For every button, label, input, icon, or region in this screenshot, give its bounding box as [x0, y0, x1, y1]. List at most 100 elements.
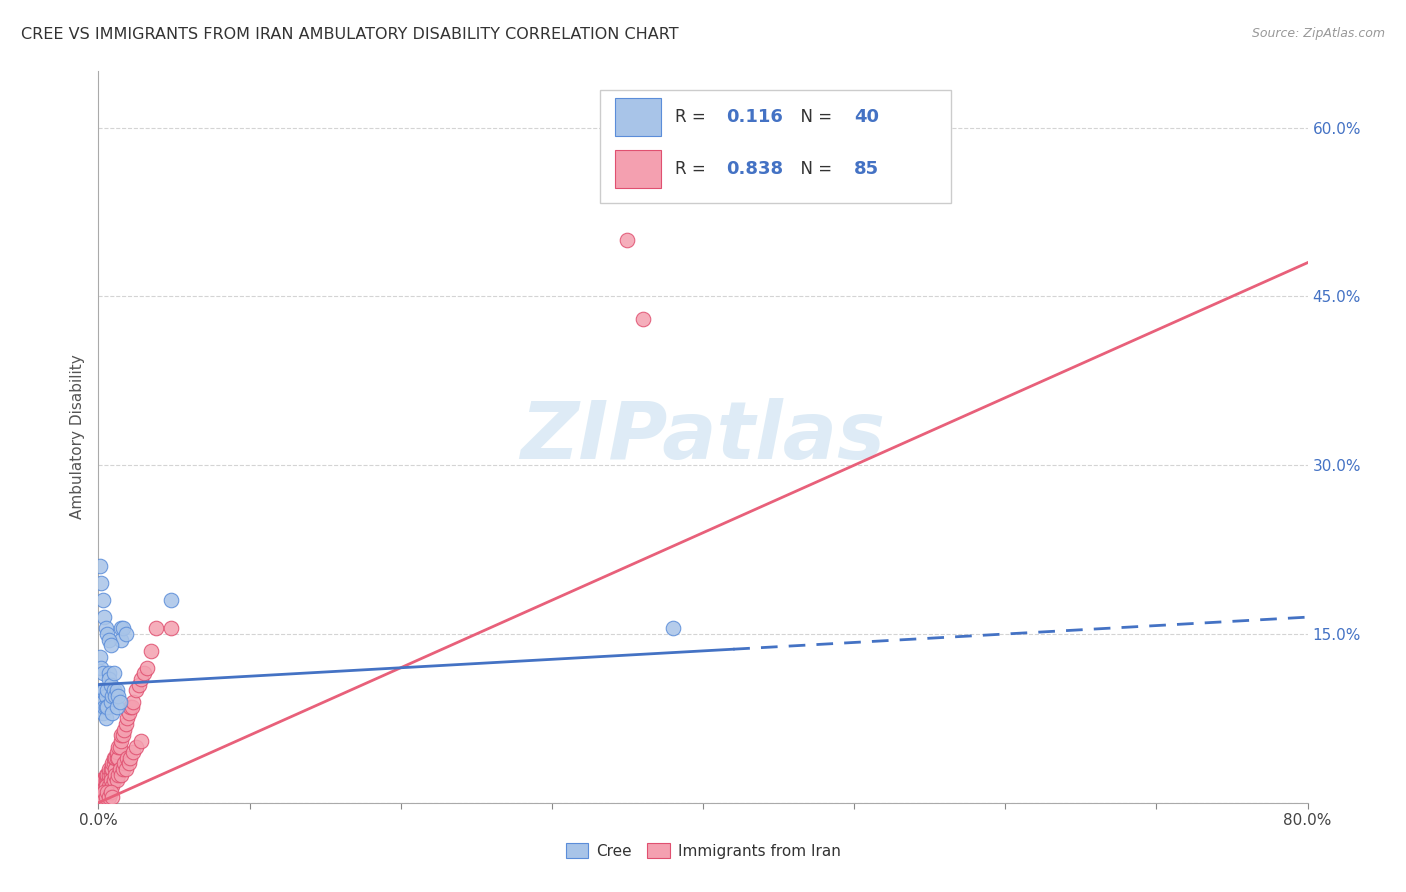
Point	[98, 767, 121, 781]
Point	[111, 621, 134, 635]
Point	[103, 683, 125, 698]
Point	[98, 666, 121, 681]
Point	[100, 678, 122, 692]
Point	[91, 694, 114, 708]
Point	[120, 751, 142, 765]
Point	[91, 790, 114, 805]
Point	[108, 762, 131, 776]
Point	[90, 790, 112, 805]
Point	[93, 683, 115, 698]
Point	[103, 751, 125, 765]
Point	[104, 751, 127, 765]
Point	[114, 627, 136, 641]
Text: R =: R =	[675, 160, 711, 178]
Point	[89, 784, 111, 798]
Point	[631, 312, 654, 326]
Point	[96, 773, 118, 788]
Text: 40: 40	[855, 109, 879, 127]
Point	[105, 683, 128, 698]
Point	[89, 790, 111, 805]
Point	[160, 621, 183, 635]
Point	[101, 756, 124, 771]
Point	[105, 751, 128, 765]
Point	[98, 672, 121, 686]
Point	[110, 632, 132, 647]
Point	[110, 767, 132, 781]
Point	[132, 666, 155, 681]
Point	[89, 649, 111, 664]
Point	[160, 593, 183, 607]
Text: Source: ZipAtlas.com: Source: ZipAtlas.com	[1251, 27, 1385, 40]
Point	[96, 683, 118, 698]
Text: N =: N =	[790, 160, 838, 178]
Point	[94, 790, 117, 805]
Point	[616, 233, 638, 247]
Point	[89, 779, 111, 793]
Point	[96, 627, 118, 641]
Point	[122, 745, 145, 759]
Point	[90, 576, 112, 591]
Point	[112, 756, 135, 771]
Text: N =: N =	[790, 109, 838, 127]
Point	[90, 661, 112, 675]
Point	[96, 784, 118, 798]
Text: 0.838: 0.838	[725, 160, 783, 178]
Text: 85: 85	[855, 160, 879, 178]
Point	[94, 773, 117, 788]
Point	[104, 689, 127, 703]
Point	[93, 779, 115, 793]
Y-axis label: Ambulatory Disability: Ambulatory Disability	[70, 355, 86, 519]
Point	[90, 784, 112, 798]
Point	[93, 773, 115, 788]
Point	[110, 728, 132, 742]
Point	[100, 773, 122, 788]
Point	[93, 610, 115, 624]
Point	[120, 700, 142, 714]
Point	[98, 779, 121, 793]
Point	[101, 779, 124, 793]
Point	[93, 784, 115, 798]
Point	[107, 689, 129, 703]
Point	[90, 773, 112, 788]
Point	[103, 666, 125, 681]
Legend: Cree, Immigrants from Iran: Cree, Immigrants from Iran	[560, 837, 846, 864]
Point	[103, 773, 125, 788]
Point	[91, 784, 114, 798]
Point	[105, 700, 128, 714]
Point	[91, 790, 114, 805]
Point	[93, 784, 115, 798]
Point	[91, 773, 114, 788]
Point	[98, 773, 121, 788]
Point	[89, 559, 111, 574]
Point	[98, 790, 121, 805]
Point	[98, 762, 121, 776]
Point	[101, 790, 124, 805]
Point	[96, 784, 118, 798]
Point	[135, 661, 157, 675]
Point	[111, 762, 134, 776]
Text: R =: R =	[675, 109, 711, 127]
Point	[107, 739, 129, 754]
Point	[108, 739, 131, 754]
Point	[91, 779, 114, 793]
Point	[94, 689, 117, 703]
Point	[96, 700, 118, 714]
Point	[103, 756, 125, 771]
Point	[105, 745, 128, 759]
Point	[115, 751, 138, 765]
Point	[110, 734, 132, 748]
Point	[101, 706, 124, 720]
Point	[129, 672, 152, 686]
Point	[94, 779, 117, 793]
Point	[125, 739, 148, 754]
Point	[118, 756, 141, 771]
Point	[121, 700, 143, 714]
Point	[104, 767, 127, 781]
Point	[145, 621, 167, 635]
Point	[93, 700, 115, 714]
Text: CREE VS IMMIGRANTS FROM IRAN AMBULATORY DISABILITY CORRELATION CHART: CREE VS IMMIGRANTS FROM IRAN AMBULATORY …	[21, 27, 679, 42]
FancyBboxPatch shape	[600, 90, 950, 203]
Point	[128, 678, 150, 692]
Point	[101, 689, 124, 703]
Point	[129, 734, 152, 748]
